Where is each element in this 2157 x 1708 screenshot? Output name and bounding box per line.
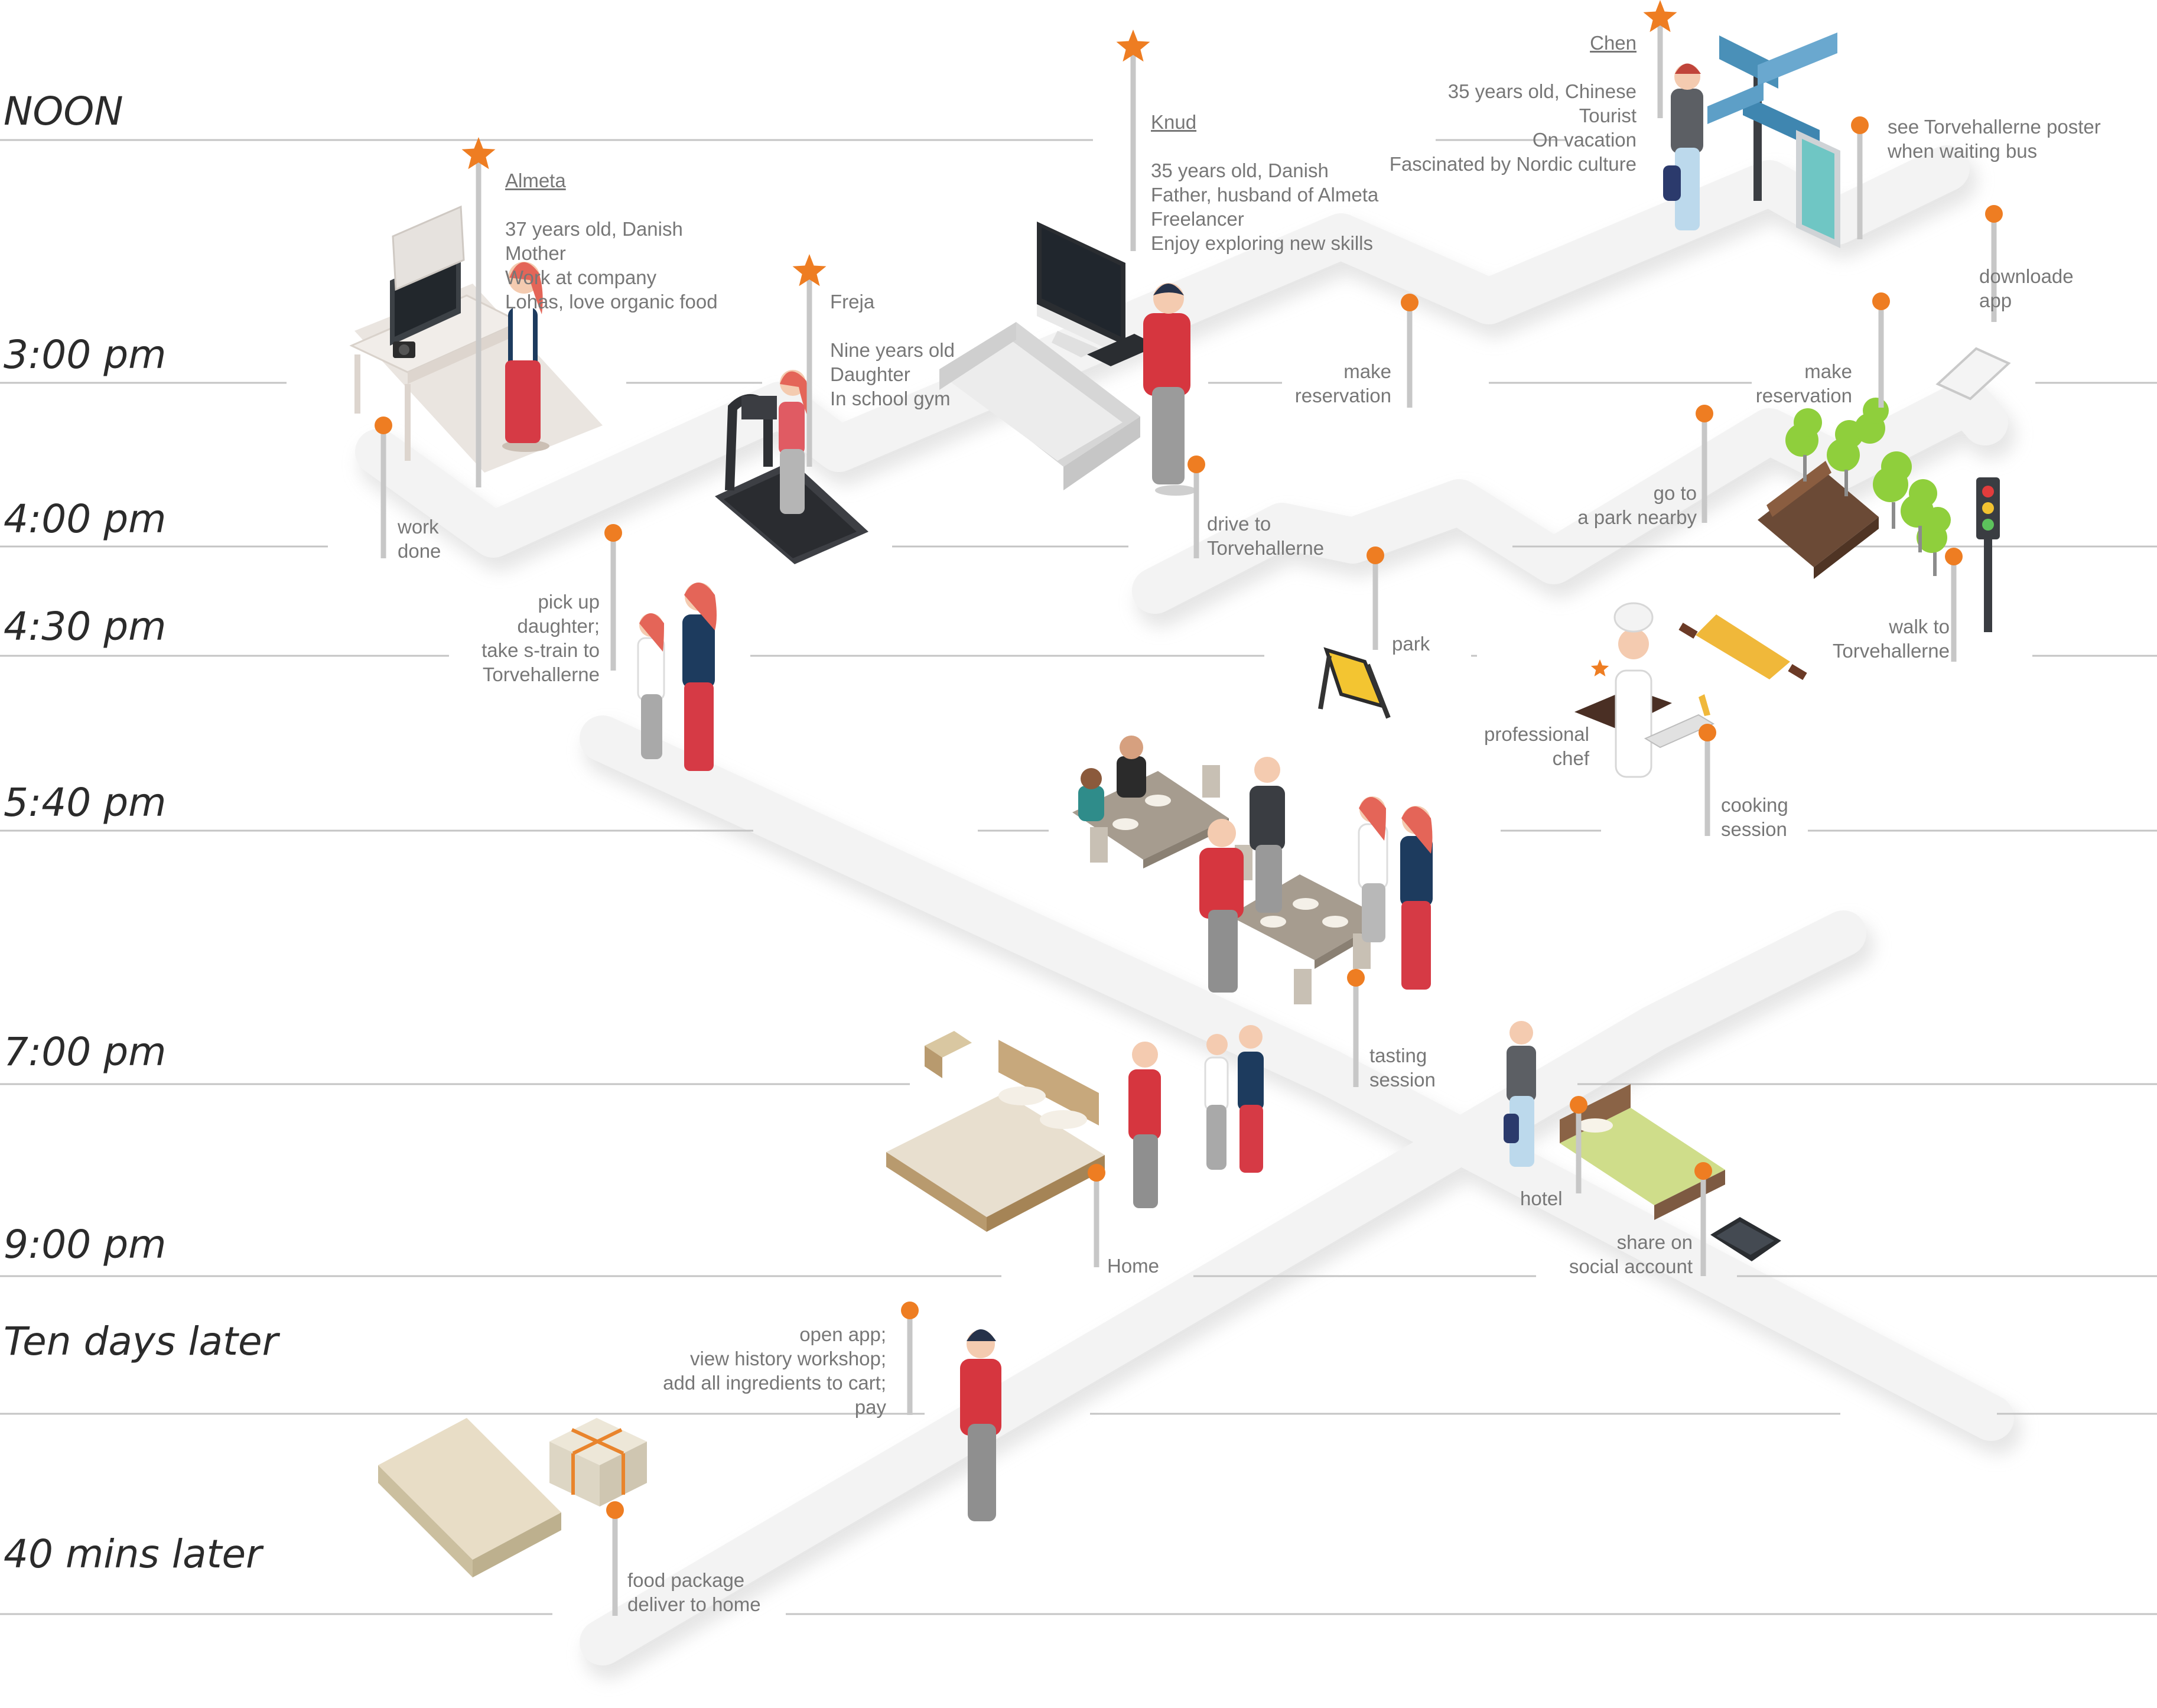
- rolling-pin-icon: [1678, 614, 1807, 681]
- persona-almeta: Almeta 37 years old, Danish Mother Work …: [505, 144, 718, 338]
- pin-icon: [1851, 116, 1869, 134]
- person-icon: [779, 370, 809, 514]
- step-pick-up: pick up daughter; take s-train to Torveh…: [481, 591, 600, 685]
- pin-icon: [1401, 294, 1419, 311]
- time-label-900: 9:00 pm: [4, 1222, 167, 1267]
- persona-details: Nine years old Daughter In school gym: [830, 339, 955, 409]
- pin-icon: [1570, 1096, 1587, 1114]
- step-hotel: hotel: [1520, 1188, 1563, 1209]
- step-make-reservation-chen: make reservation: [1755, 360, 1852, 406]
- step-share: share on social account: [1569, 1231, 1693, 1277]
- star-icon: [1116, 30, 1150, 62]
- pin-icon: [1945, 548, 1963, 565]
- person-icon: [1663, 63, 1703, 230]
- journey-paths: [355, 145, 2022, 1679]
- time-label-400: 4:00 pm: [4, 496, 167, 542]
- sofa-icon: [378, 1418, 561, 1577]
- parcel-icon: [549, 1418, 647, 1507]
- persona-details: 35 years old, Danish Father, husband of …: [1151, 160, 1379, 254]
- step-walk: walk to Torvehallerne: [1832, 616, 1950, 662]
- journey-markers: [375, 0, 2003, 1616]
- persona-freja: Freja Nine years old Daughter In school …: [830, 265, 955, 435]
- pin-icon: [1188, 456, 1205, 473]
- time-label-300: 3:00 pm: [4, 332, 167, 378]
- chef-icon: [1574, 602, 1715, 778]
- pin-icon: [1347, 969, 1365, 987]
- star-icon: [1590, 659, 1609, 676]
- persona-name: Freja: [830, 291, 875, 313]
- pin-icon: [1872, 292, 1890, 310]
- star-icon: [461, 137, 496, 170]
- pin-icon: [901, 1302, 919, 1319]
- traffic-light-icon: [1976, 477, 2000, 632]
- pin-icon: [1696, 405, 1713, 422]
- step-home: Home: [1107, 1255, 1160, 1277]
- person-icon: [1078, 736, 1146, 821]
- step-open-app: open app; view history workshop; add all…: [663, 1323, 886, 1418]
- persona-name: Almeta: [505, 170, 566, 191]
- time-label-forty-mins: 40 mins later: [4, 1531, 262, 1577]
- person-icon: [1504, 1021, 1536, 1167]
- step-go-park: go to a park nearby: [1577, 482, 1697, 528]
- person-icon: [1250, 757, 1285, 913]
- person-icon: [1199, 819, 1244, 993]
- persona-name: Chen: [1590, 32, 1637, 54]
- persona-chen: Chen 35 years old, Chinese Tourist On va…: [1347, 6, 1637, 200]
- step-make-reservation-knud: make reservation: [1294, 360, 1391, 406]
- time-label-540: 5:40 pm: [4, 780, 167, 825]
- pin-icon: [1088, 1164, 1105, 1182]
- step-work-done: work done: [398, 516, 441, 562]
- step-professional-chef: professional chef: [1484, 723, 1589, 769]
- pin-icon: [1694, 1162, 1712, 1180]
- pin-icon: [375, 417, 392, 434]
- pin-icon: [604, 524, 622, 542]
- person-icon: [1128, 1025, 1264, 1208]
- star-icon: [1643, 0, 1677, 32]
- pin-icon: [1985, 205, 2003, 223]
- step-food-package: food package deliver to home: [627, 1569, 761, 1615]
- person-icon: [1143, 283, 1196, 496]
- persona-details: 37 years old, Danish Mother Work at comp…: [505, 218, 718, 313]
- person-icon: [1358, 796, 1433, 990]
- person-icon: [637, 583, 717, 771]
- persona-details: 35 years old, Chinese Tourist On vacatio…: [1389, 80, 1637, 175]
- step-tasting-session: tasting session: [1369, 1045, 1436, 1091]
- smartphone-icon: [1935, 347, 2011, 401]
- pin-icon: [1367, 546, 1384, 564]
- pin-icon: [1699, 724, 1716, 741]
- tablet-icon: [1710, 1217, 1781, 1261]
- step-cooking-session: cooking session: [1721, 794, 1788, 840]
- sofa-icon: [939, 322, 1140, 490]
- time-label-ten-days: Ten days later: [4, 1319, 278, 1364]
- time-label-430: 4:30 pm: [4, 604, 167, 649]
- imac-icon: [1037, 222, 1158, 366]
- bed-icon: [886, 1031, 1105, 1232]
- step-drive: drive to Torvehallerne: [1207, 513, 1325, 559]
- person-icon: [960, 1329, 1001, 1521]
- persona-name: Knud: [1151, 111, 1197, 133]
- persona-knud: Knud 35 years old, Danish Father, husban…: [1151, 86, 1378, 279]
- pin-icon: [606, 1501, 624, 1519]
- person-icon: [502, 262, 549, 452]
- step-park: park: [1392, 633, 1430, 655]
- star-icon: [792, 254, 827, 287]
- time-label-noon: NOON: [4, 89, 123, 134]
- bus-poster-icon: [1796, 130, 1840, 248]
- time-label-700: 7:00 pm: [4, 1029, 167, 1075]
- barrier-icon: [1318, 647, 1391, 719]
- park-bench-icon: [1758, 461, 1879, 579]
- step-see-poster: see Torvehallerne poster when waiting bu…: [1888, 116, 2101, 162]
